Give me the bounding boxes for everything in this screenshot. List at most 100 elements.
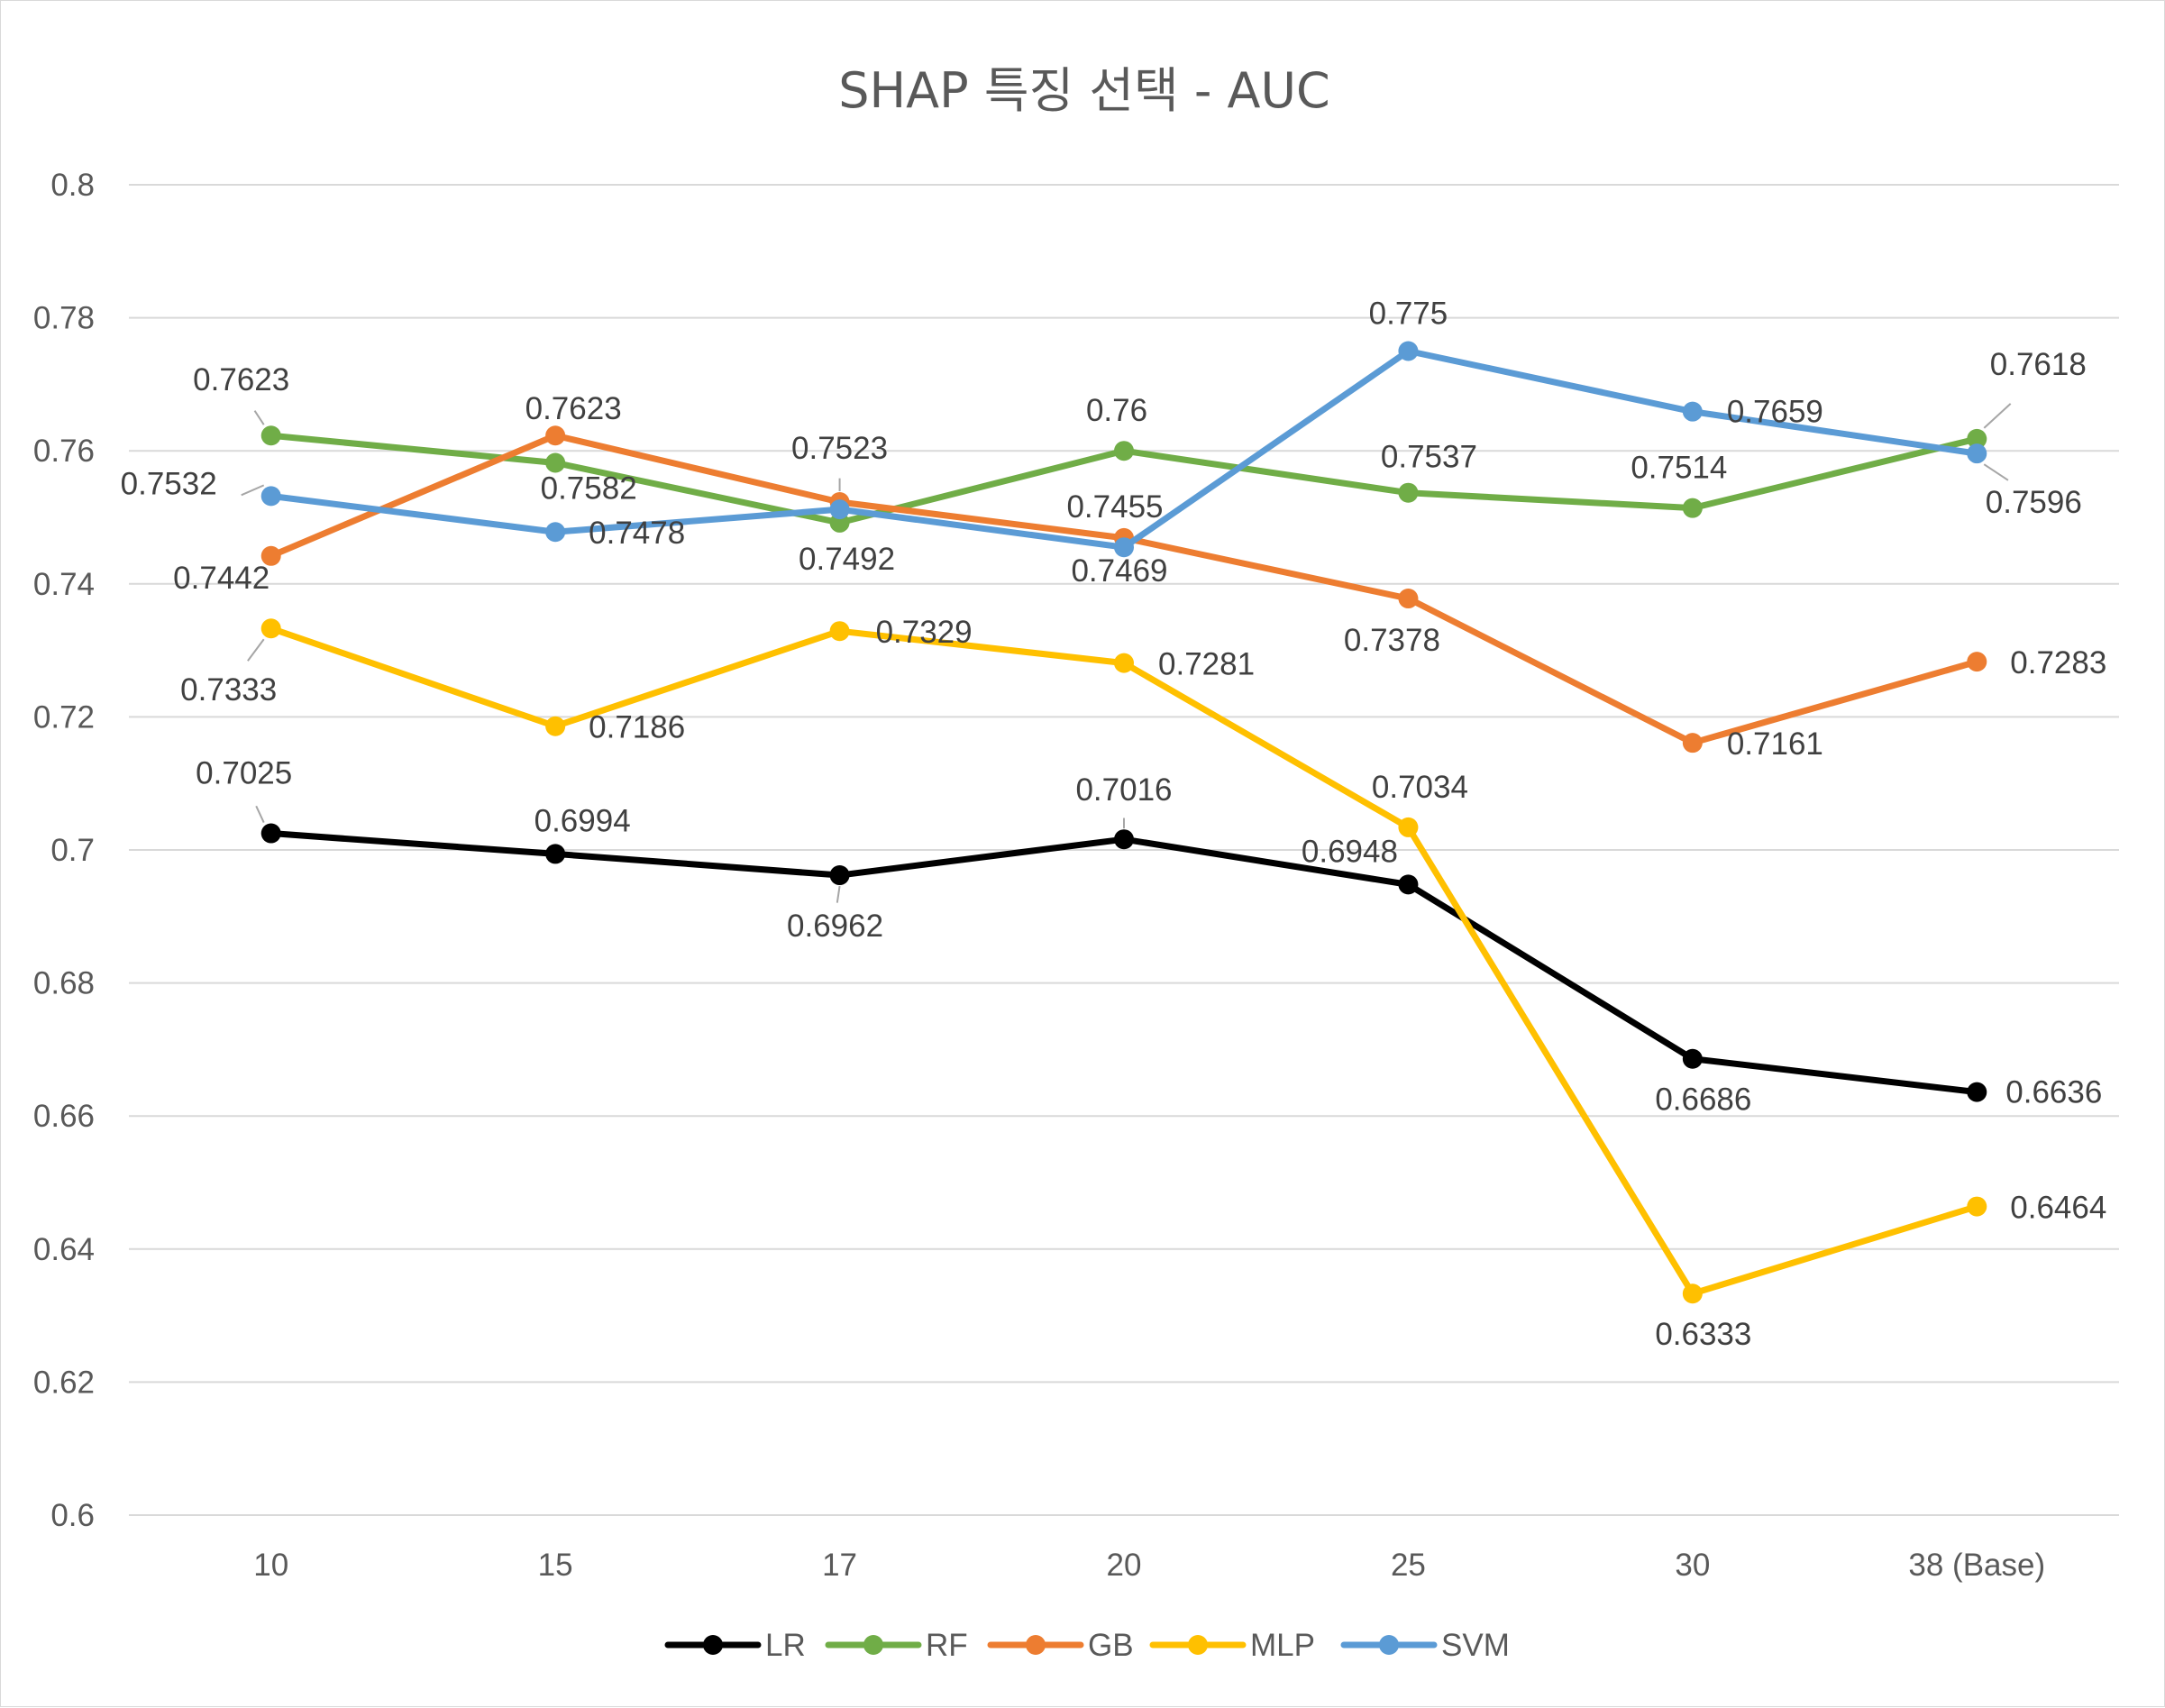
data-point-lr (1114, 829, 1134, 850)
data-point-mlp (829, 621, 850, 642)
data-label-gb: 0.7283 (2010, 645, 2106, 680)
chart-title: SHAP 특징 선택 - AUC (838, 62, 1329, 119)
data-label-lr: 0.7016 (1075, 772, 1172, 808)
data-point-svm (1114, 537, 1134, 558)
data-point-svm (545, 522, 566, 543)
data-label-mlp: 0.7186 (589, 710, 685, 745)
y-tick-label: 0.76 (33, 434, 95, 469)
x-tick-label: 20 (1107, 1548, 1142, 1583)
leader-line (247, 638, 265, 662)
y-axis-ticks: 0.6 0.62 0.64 0.66 0.68 0.7 0.72 0.74 0.76 0.78 0.… (33, 168, 95, 1533)
data-label-gb: 0.7469 (1071, 553, 1167, 589)
data-point-lr (1967, 1082, 1987, 1102)
y-tick-label: 0.6 (50, 1498, 95, 1533)
data-label-mlp: 0.6333 (1655, 1317, 1751, 1352)
data-point-mlp (1398, 817, 1419, 837)
data-label-lr: 0.6994 (534, 803, 631, 838)
data-point-gb (545, 425, 566, 446)
data-label-gb: 0.7161 (1727, 726, 1823, 762)
data-point-gb (1967, 652, 1987, 672)
x-axis-ticks: 10 15 17 20 25 30 38 (Base) (253, 1548, 2045, 1583)
y-tick-label: 0.7 (50, 833, 95, 868)
legend-marker-lr (703, 1635, 723, 1655)
data-label-mlp: 0.7333 (180, 672, 277, 708)
data-point-mlp (1967, 1196, 1987, 1217)
series-line-mlp (268, 625, 1980, 1297)
leader-line (836, 885, 841, 903)
data-point-svm (1682, 401, 1703, 422)
series-lines (260, 341, 1987, 1304)
data-label-svm: 0.7455 (1066, 489, 1163, 525)
data-label-lr: 0.6962 (787, 909, 883, 944)
data-point-rf (1398, 482, 1419, 503)
leader-line (1983, 403, 2012, 429)
data-point-mlp (1114, 653, 1134, 673)
data-label-rf: 0.76 (1086, 393, 1147, 428)
data-label-mlp: 0.7034 (1372, 770, 1468, 805)
data-point-rf (1682, 498, 1703, 518)
data-point-rf (260, 425, 281, 446)
gridlines (129, 184, 2119, 1516)
data-point-svm (260, 486, 281, 507)
legend-marker-mlp (1188, 1635, 1208, 1655)
x-tick-label: 38 (Base) (1908, 1548, 2045, 1583)
data-label-rf: 0.7623 (193, 362, 289, 397)
data-label-svm: 0.7596 (1986, 485, 2082, 520)
leader-line (241, 484, 265, 497)
data-label-mlp: 0.7281 (1158, 647, 1255, 682)
y-tick-label: 0.62 (33, 1365, 95, 1400)
y-tick-label: 0.72 (33, 699, 95, 735)
data-point-mlp (1682, 1283, 1703, 1304)
y-tick-label: 0.8 (50, 168, 95, 203)
data-label-rf: 0.7582 (541, 470, 637, 506)
legend-label-rf: RF (926, 1628, 968, 1663)
data-label-svm: 0.775 (1369, 297, 1448, 332)
legend-label-mlp: MLP (1250, 1628, 1315, 1663)
data-label-lr: 0.6686 (1655, 1082, 1751, 1118)
legend-marker-rf (863, 1635, 883, 1655)
data-label-lr: 0.7025 (196, 756, 292, 791)
data-point-svm (829, 499, 850, 520)
data-point-gb (260, 545, 281, 566)
y-tick-label: 0.74 (33, 567, 95, 602)
data-label-mlp: 0.6464 (2010, 1191, 2106, 1226)
data-label-svm: 0.7478 (589, 516, 685, 551)
data-labels: 0.7025 0.6994 0.6962 0.7016 0.6948 0.6686 0.66… (121, 297, 2107, 1353)
y-tick-label: 0.68 (33, 966, 95, 1001)
x-tick-label: 15 (538, 1548, 573, 1583)
data-point-mlp (545, 716, 566, 736)
legend-marker-svm (1379, 1635, 1399, 1655)
data-label-gb: 0.7442 (173, 561, 269, 596)
data-point-lr (1398, 874, 1419, 895)
data-point-svm (1398, 341, 1419, 361)
data-label-svm: 0.7532 (121, 466, 217, 501)
data-label-lr: 0.6636 (2005, 1075, 2102, 1110)
data-point-lr (545, 844, 566, 864)
data-point-gb (1398, 589, 1419, 609)
data-label-gb: 0.7523 (791, 431, 888, 466)
x-tick-label: 17 (822, 1548, 857, 1583)
y-tick-label: 0.66 (33, 1099, 95, 1134)
data-label-svm: 0.7659 (1727, 395, 1823, 430)
data-point-rf (545, 452, 566, 473)
x-tick-label: 25 (1391, 1548, 1426, 1583)
data-label-rf: 0.7492 (799, 542, 895, 577)
data-label-gb: 0.7378 (1344, 623, 1440, 658)
data-point-mlp (260, 618, 281, 639)
data-point-lr (829, 865, 850, 886)
data-point-svm (1967, 443, 1987, 464)
data-point-gb (1682, 733, 1703, 754)
legend: LR RF GB MLP SVM (664, 1628, 1510, 1663)
legend-marker-gb (1026, 1635, 1046, 1655)
data-label-gb: 0.7623 (525, 391, 622, 426)
legend-label-svm: SVM (1441, 1628, 1510, 1663)
data-point-lr (260, 823, 281, 844)
x-tick-label: 30 (1675, 1548, 1710, 1583)
label-leader-lines (241, 403, 2012, 903)
data-point-rf (1114, 441, 1134, 461)
y-tick-label: 0.78 (33, 301, 95, 336)
data-point-rf (1967, 428, 1987, 449)
data-label-lr: 0.6948 (1302, 834, 1398, 869)
data-point-lr (1682, 1048, 1703, 1069)
x-tick-label: 10 (253, 1548, 288, 1583)
